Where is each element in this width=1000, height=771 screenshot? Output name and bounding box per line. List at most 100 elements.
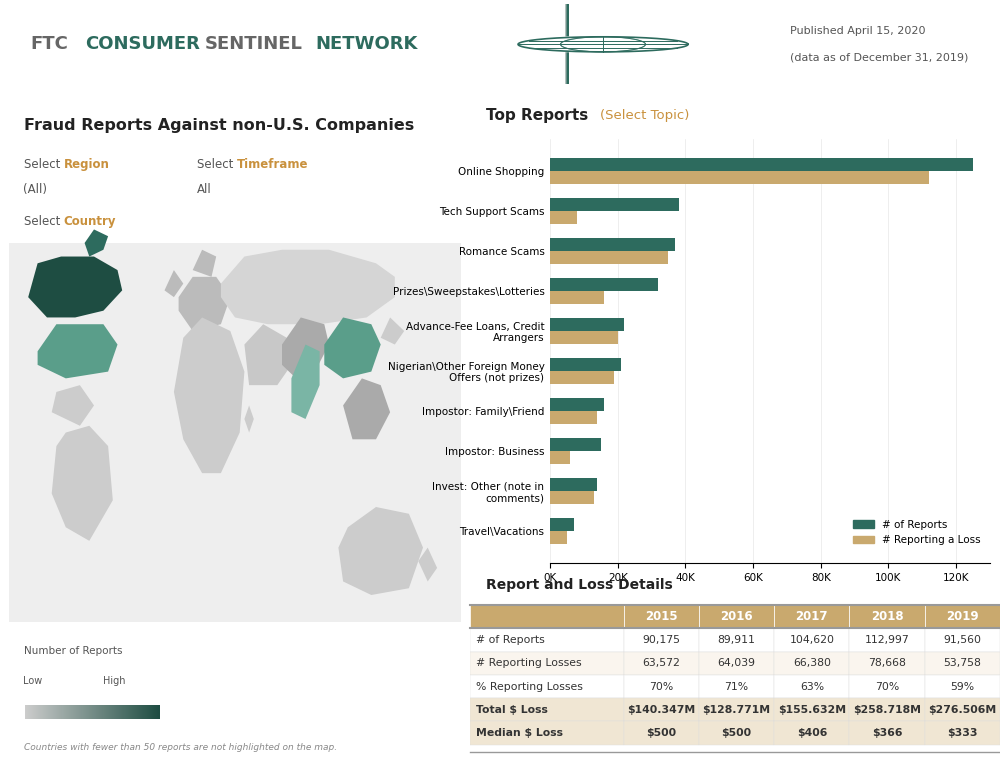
- Polygon shape: [179, 277, 230, 331]
- Text: SENTINEL: SENTINEL: [205, 35, 303, 53]
- Text: Total $ Loss: Total $ Loss: [476, 705, 548, 715]
- Text: $500: $500: [646, 728, 676, 738]
- Bar: [774, 651, 849, 675]
- Bar: [774, 605, 849, 628]
- Text: 64,039: 64,039: [718, 658, 756, 668]
- Bar: [849, 699, 925, 722]
- Text: Select: Select: [24, 214, 64, 227]
- Text: Median $ Loss: Median $ Loss: [476, 728, 563, 738]
- Text: 63,572: 63,572: [642, 658, 680, 668]
- Bar: [624, 605, 699, 628]
- Bar: [470, 605, 624, 628]
- Polygon shape: [174, 318, 244, 473]
- Text: 71%: 71%: [725, 682, 749, 692]
- Bar: [849, 722, 925, 745]
- Text: 112,997: 112,997: [865, 635, 909, 645]
- Bar: [699, 675, 774, 699]
- Polygon shape: [324, 318, 381, 379]
- Text: Fraud Reports Against non-U.S. Companies: Fraud Reports Against non-U.S. Companies: [24, 118, 414, 133]
- Text: 66,380: 66,380: [793, 658, 831, 668]
- Bar: [925, 651, 1000, 675]
- Text: NETWORK: NETWORK: [315, 35, 417, 53]
- Polygon shape: [291, 345, 320, 419]
- Text: 70%: 70%: [649, 682, 673, 692]
- Bar: [925, 605, 1000, 628]
- Bar: [550, 251, 668, 264]
- Bar: [550, 210, 577, 224]
- Polygon shape: [38, 325, 118, 379]
- Text: 2017: 2017: [796, 611, 828, 624]
- Text: % Reporting Losses: % Reporting Losses: [476, 682, 583, 692]
- Polygon shape: [221, 250, 395, 325]
- Bar: [550, 237, 675, 251]
- Bar: [774, 675, 849, 699]
- Bar: [925, 722, 1000, 745]
- Bar: [774, 722, 849, 745]
- Text: Region: Region: [63, 158, 109, 171]
- Text: All: All: [197, 183, 212, 197]
- Text: 63%: 63%: [800, 682, 824, 692]
- Text: (data as of December 31, 2019): (data as of December 31, 2019): [790, 52, 968, 62]
- Text: 53,758: 53,758: [943, 658, 981, 668]
- Bar: [470, 699, 624, 722]
- Bar: [774, 628, 849, 651]
- Bar: [550, 171, 929, 184]
- Bar: [925, 699, 1000, 722]
- Bar: [550, 451, 570, 464]
- Text: 104,620: 104,620: [789, 635, 834, 645]
- Text: CONSUMER: CONSUMER: [85, 35, 200, 53]
- Bar: [550, 331, 618, 344]
- Text: (Select Topic): (Select Topic): [600, 109, 689, 123]
- Text: Top Reports: Top Reports: [486, 109, 593, 123]
- Text: Low: Low: [24, 676, 43, 686]
- Text: 2016: 2016: [720, 611, 753, 624]
- Bar: [550, 477, 597, 491]
- Bar: [699, 651, 774, 675]
- Bar: [925, 675, 1000, 699]
- Polygon shape: [381, 318, 404, 345]
- Bar: [550, 157, 973, 171]
- Bar: [9, 243, 461, 622]
- Polygon shape: [52, 426, 113, 540]
- Text: $366: $366: [872, 728, 902, 738]
- Text: 2019: 2019: [946, 611, 979, 624]
- Bar: [470, 628, 624, 651]
- Circle shape: [513, 36, 693, 52]
- Text: FTC: FTC: [30, 35, 68, 53]
- Bar: [550, 530, 567, 544]
- Text: 70%: 70%: [875, 682, 899, 692]
- Bar: [550, 411, 597, 424]
- Polygon shape: [52, 386, 94, 426]
- Polygon shape: [244, 325, 291, 386]
- Bar: [699, 605, 774, 628]
- Polygon shape: [85, 230, 108, 257]
- Bar: [849, 605, 925, 628]
- Bar: [849, 651, 925, 675]
- Polygon shape: [343, 379, 390, 439]
- Bar: [550, 491, 594, 504]
- Bar: [699, 699, 774, 722]
- Text: 91,560: 91,560: [943, 635, 981, 645]
- Text: # of Reports: # of Reports: [476, 635, 545, 645]
- Text: Country: Country: [63, 214, 116, 227]
- Text: $128.771M: $128.771M: [703, 705, 771, 715]
- Text: # Reporting Losses: # Reporting Losses: [476, 658, 582, 668]
- Bar: [624, 722, 699, 745]
- Bar: [699, 628, 774, 651]
- Text: $333: $333: [947, 728, 978, 738]
- Polygon shape: [338, 507, 423, 595]
- Bar: [550, 358, 621, 371]
- Bar: [624, 675, 699, 699]
- Text: 2018: 2018: [871, 611, 903, 624]
- Text: $140.347M: $140.347M: [627, 705, 695, 715]
- Text: (All): (All): [24, 183, 48, 197]
- Text: Report and Loss Details: Report and Loss Details: [486, 578, 673, 592]
- Bar: [470, 651, 624, 675]
- Legend: # of Reports, # Reporting a Loss: # of Reports, # Reporting a Loss: [849, 516, 985, 549]
- Text: Number of Reports: Number of Reports: [24, 646, 122, 656]
- Bar: [624, 699, 699, 722]
- Text: Published April 15, 2020: Published April 15, 2020: [790, 26, 926, 36]
- Bar: [550, 438, 601, 451]
- Bar: [550, 371, 614, 384]
- Text: 59%: 59%: [950, 682, 974, 692]
